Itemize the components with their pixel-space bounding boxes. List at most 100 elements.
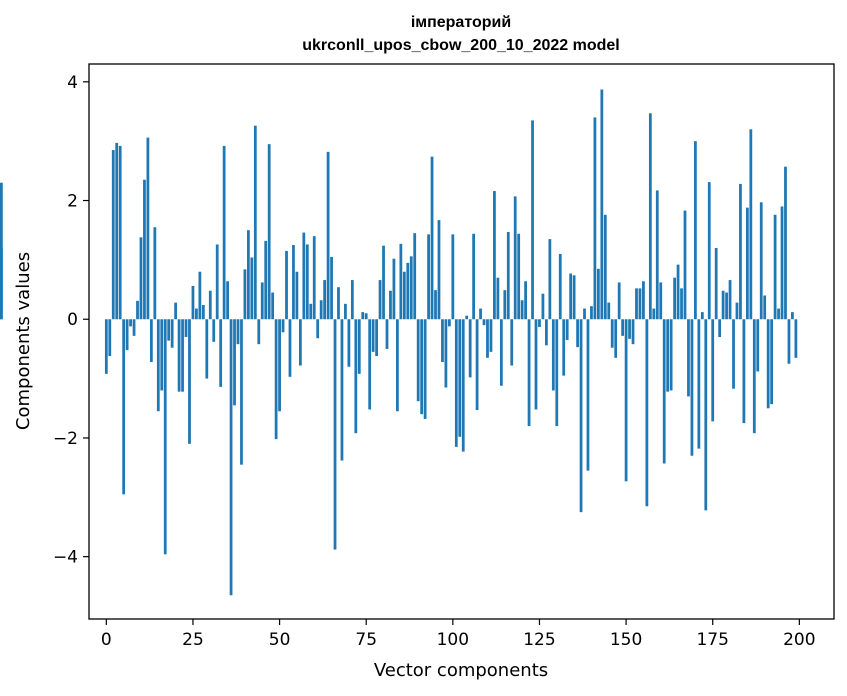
bar-15 [156, 319, 160, 412]
bar-72 [354, 319, 358, 434]
bar-47 [267, 144, 271, 320]
bar-154 [638, 288, 642, 320]
bar-94 [430, 156, 434, 320]
bar-90 [416, 319, 420, 402]
bar-75 [364, 313, 368, 320]
bar-105 [468, 319, 472, 378]
bar-18 [167, 319, 171, 341]
bar-24 [188, 319, 191, 444]
bar-186 [749, 129, 753, 320]
bar-80 [382, 245, 385, 320]
y-tick-label: 4 [67, 73, 78, 93]
bar-3 [115, 142, 119, 320]
bar-78 [375, 319, 378, 357]
bar-137 [579, 319, 583, 513]
bar-126 [541, 293, 545, 320]
bar-133 [565, 319, 569, 341]
bar-86 [402, 271, 406, 320]
bar-6 [125, 319, 129, 351]
bar-158 [652, 308, 656, 320]
bar-14 [153, 227, 157, 320]
bar-149 [621, 319, 625, 336]
bar-16 [160, 319, 164, 391]
bar-53 [288, 319, 292, 377]
bar-102 [458, 319, 462, 437]
bar-51 [281, 319, 285, 333]
bar-157 [648, 113, 652, 320]
bar-184 [742, 319, 746, 424]
bar-136 [576, 319, 579, 348]
bar-145 [607, 302, 611, 320]
bar-169 [690, 319, 694, 456]
bar-23 [184, 319, 188, 338]
bar-179 [725, 292, 728, 320]
bar-134 [569, 273, 573, 320]
x-tick-label: 125 [523, 630, 555, 650]
bar-139 [586, 319, 590, 471]
bar-130 [555, 319, 559, 427]
bar-185 [745, 207, 749, 320]
bar-58 [305, 244, 309, 320]
bar-148 [617, 282, 621, 320]
bar-13 [149, 319, 153, 362]
bar-45 [260, 282, 264, 320]
bar-199 [794, 319, 798, 358]
x-tick-label: 175 [696, 630, 728, 650]
chart-title-line-1: імператорий [411, 14, 511, 31]
bar-182 [735, 302, 739, 320]
bar-61 [316, 319, 320, 339]
bar-98 [444, 319, 448, 388]
bar-54 [292, 245, 295, 320]
bar-4 [118, 145, 122, 320]
bar-71 [350, 280, 354, 320]
bar-191 [766, 319, 770, 409]
bar-150 [624, 319, 628, 482]
bar-177 [718, 319, 722, 338]
bar-121 [524, 281, 527, 320]
bar-152 [631, 319, 635, 345]
bar-92 [423, 319, 427, 419]
bar-135 [572, 275, 576, 320]
bar-95 [434, 290, 437, 320]
bar-28 [201, 304, 205, 320]
bar-9 [136, 300, 139, 320]
bar-49 [274, 319, 278, 440]
bar-175 [711, 319, 715, 422]
bar-106 [472, 233, 476, 320]
bar-5 [122, 319, 126, 495]
bar-73 [357, 319, 361, 374]
bar-44 [257, 319, 261, 345]
bar-113 [496, 277, 500, 320]
bar-84 [396, 319, 399, 412]
bar-160 [659, 282, 663, 320]
bar-66 [333, 319, 337, 550]
bars [0, 89, 798, 596]
bar-122 [527, 319, 531, 427]
bar-69 [344, 303, 347, 320]
x-tick-label: 150 [610, 630, 642, 650]
bar-22 [181, 319, 184, 392]
bar-143 [600, 89, 604, 320]
bar-115 [503, 290, 507, 320]
bar-165 [676, 264, 680, 320]
bar-141 [593, 117, 597, 320]
bar-123 [531, 120, 534, 320]
bar-30 [208, 290, 212, 320]
bar-124 [534, 319, 538, 410]
bar-97 [441, 319, 444, 362]
bar-164 [673, 277, 676, 320]
bar-153 [635, 288, 638, 320]
bar-155 [642, 281, 645, 320]
bar-114 [499, 319, 503, 386]
bar-187 [752, 319, 756, 434]
bar-161 [662, 319, 666, 464]
plot-frame [88, 63, 835, 620]
bar-8 [132, 319, 136, 336]
bar-12 [146, 137, 150, 320]
bar-88 [409, 256, 413, 320]
x-tick-label: 100 [437, 630, 469, 650]
bar-119 [517, 233, 521, 320]
bar-144 [603, 214, 607, 320]
bar-33 [219, 319, 223, 387]
